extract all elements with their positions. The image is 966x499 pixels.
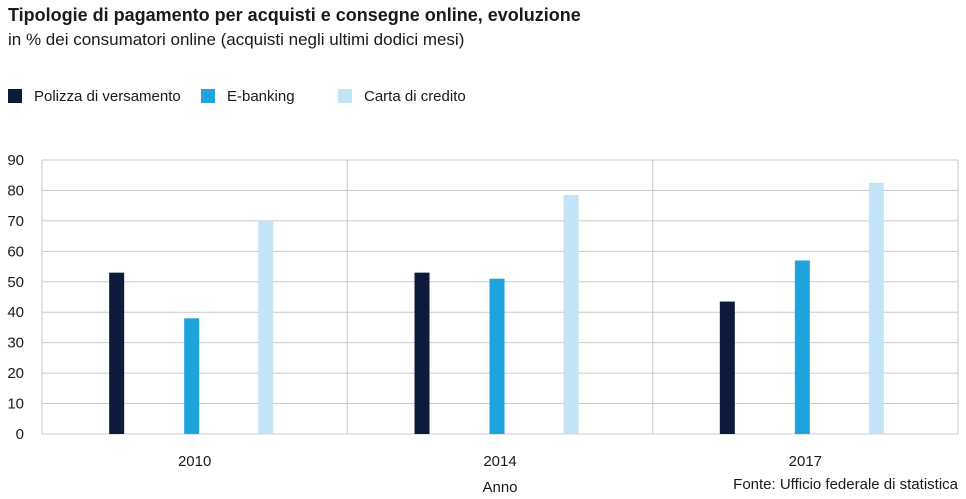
chart-title: Tipologie di pagamento per acquisti e co… bbox=[8, 5, 581, 25]
bar-polizza-di-versamento-2017 bbox=[719, 301, 735, 434]
y-tick-label-90: 90 bbox=[7, 152, 24, 169]
bar-e-banking-2014 bbox=[489, 278, 505, 434]
legend-swatch-carta bbox=[338, 89, 352, 103]
y-tick-label-50: 50 bbox=[7, 274, 24, 291]
x-tick-label-2010: 2010 bbox=[178, 453, 211, 470]
source-note: Fonte: Ufficio federale di statistica bbox=[733, 476, 958, 493]
y-tick-label-60: 60 bbox=[7, 243, 24, 260]
legend: Polizza di versamento E-banking Carta di… bbox=[8, 86, 608, 106]
x-axis-title: Anno bbox=[482, 479, 517, 496]
chart-subtitle: in % dei consumatori online (acquisti ne… bbox=[8, 30, 465, 49]
legend-item-carta: Carta di credito bbox=[338, 86, 466, 106]
bar-carta-di-credito-2010 bbox=[258, 220, 274, 434]
bar-e-banking-2010 bbox=[184, 318, 200, 434]
bar-e-banking-2017 bbox=[794, 260, 810, 434]
legend-item-ebanking: E-banking bbox=[201, 86, 295, 106]
x-tick-label-2014: 2014 bbox=[483, 453, 516, 470]
bar-carta-di-credito-2014 bbox=[563, 195, 579, 434]
bar-polizza-di-versamento-2010 bbox=[109, 272, 125, 434]
legend-item-polizza: Polizza di versamento bbox=[8, 86, 181, 106]
legend-label-ebanking: E-banking bbox=[227, 87, 295, 105]
y-tick-label-10: 10 bbox=[7, 396, 24, 413]
legend-label-carta: Carta di credito bbox=[364, 87, 466, 105]
legend-swatch-polizza bbox=[8, 89, 22, 103]
y-tick-label-0: 0 bbox=[16, 426, 24, 443]
bar-carta-di-credito-2017 bbox=[868, 182, 884, 434]
y-tick-label-30: 30 bbox=[7, 335, 24, 352]
y-tick-label-20: 20 bbox=[7, 365, 24, 382]
y-tick-label-80: 80 bbox=[7, 182, 24, 199]
bar-polizza-di-versamento-2014 bbox=[414, 272, 430, 434]
y-tick-label-70: 70 bbox=[7, 213, 24, 230]
legend-swatch-ebanking bbox=[201, 89, 215, 103]
y-tick-label-40: 40 bbox=[7, 304, 24, 321]
legend-label-polizza: Polizza di versamento bbox=[34, 87, 181, 105]
x-tick-label-2017: 2017 bbox=[789, 453, 822, 470]
